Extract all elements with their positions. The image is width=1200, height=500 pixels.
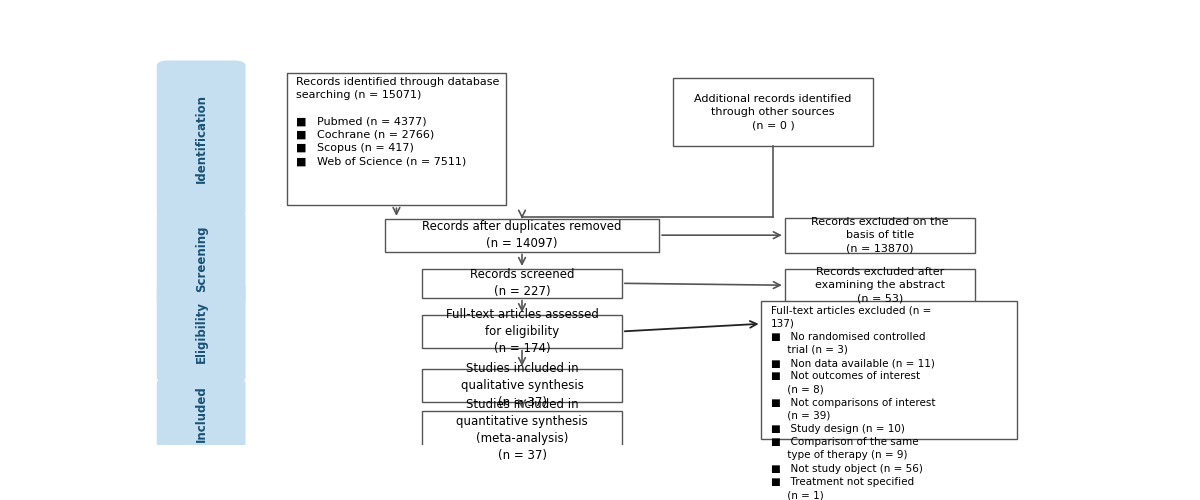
FancyBboxPatch shape [157,282,245,382]
Text: Eligibility: Eligibility [194,302,208,364]
FancyBboxPatch shape [673,78,874,146]
Text: Additional records identified
through other sources
(n = 0 ): Additional records identified through ot… [695,94,852,130]
Text: Records excluded on the
basis of title
(n = 13870): Records excluded on the basis of title (… [811,217,949,254]
FancyBboxPatch shape [785,269,976,302]
FancyBboxPatch shape [422,412,622,448]
Text: Studies included in
quantitative synthesis
(meta-analysis)
(n = 37): Studies included in quantitative synthes… [456,398,588,462]
FancyBboxPatch shape [422,269,622,298]
FancyBboxPatch shape [422,369,622,402]
Text: Full-text articles assessed
for eligibility
(n = 174): Full-text articles assessed for eligibil… [445,308,599,355]
FancyBboxPatch shape [422,315,622,348]
Text: Identification: Identification [194,94,208,184]
FancyBboxPatch shape [157,61,245,216]
Text: Screening: Screening [194,225,208,292]
FancyBboxPatch shape [157,379,245,448]
FancyBboxPatch shape [785,218,976,252]
Text: Records excluded after
examining the abstract
(n = 53): Records excluded after examining the abs… [815,267,946,304]
Text: Studies included in
qualitative synthesis
(n = 37): Studies included in qualitative synthesi… [461,362,583,409]
FancyBboxPatch shape [157,212,245,305]
FancyBboxPatch shape [385,219,659,252]
Text: Included: Included [194,385,208,442]
Text: Records screened
(n = 227): Records screened (n = 227) [469,268,575,298]
Text: Records after duplicates removed
(n = 14097): Records after duplicates removed (n = 14… [422,220,622,250]
FancyBboxPatch shape [287,72,505,206]
Text: Full-text articles excluded (n =
137)
■   No randomised controlled
     trial (n: Full-text articles excluded (n = 137) ■ … [770,305,935,500]
FancyBboxPatch shape [762,300,1018,439]
Text: Records identified through database
searching (n = 15071)

■   Pubmed (n = 4377): Records identified through database sear… [296,77,500,166]
